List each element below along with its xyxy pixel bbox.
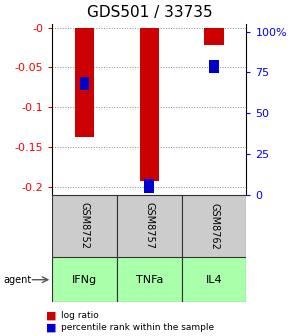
Bar [75, 28, 94, 137]
Text: IFNg: IFNg [72, 275, 97, 285]
Text: GSM8762: GSM8762 [209, 203, 219, 249]
Bar [182, 257, 246, 302]
Text: GSM8757: GSM8757 [144, 203, 154, 249]
Bar [52, 257, 117, 302]
Text: percentile rank within the sample: percentile rank within the sample [61, 323, 214, 332]
Text: ■: ■ [46, 323, 57, 333]
Title: GDS501 / 33735: GDS501 / 33735 [86, 5, 212, 19]
Bar [182, 195, 246, 257]
Bar [204, 28, 224, 45]
Text: IL4: IL4 [206, 275, 222, 285]
Bar [209, 59, 219, 73]
Bar [80, 77, 89, 90]
Bar [117, 257, 182, 302]
Text: ■: ■ [46, 310, 57, 320]
Text: agent: agent [3, 275, 31, 285]
Text: log ratio: log ratio [61, 311, 99, 320]
Bar [139, 28, 159, 181]
Text: GSM8752: GSM8752 [79, 203, 90, 249]
Bar [144, 179, 154, 193]
Text: TNFa: TNFa [136, 275, 163, 285]
Bar [52, 195, 117, 257]
Bar [117, 195, 182, 257]
